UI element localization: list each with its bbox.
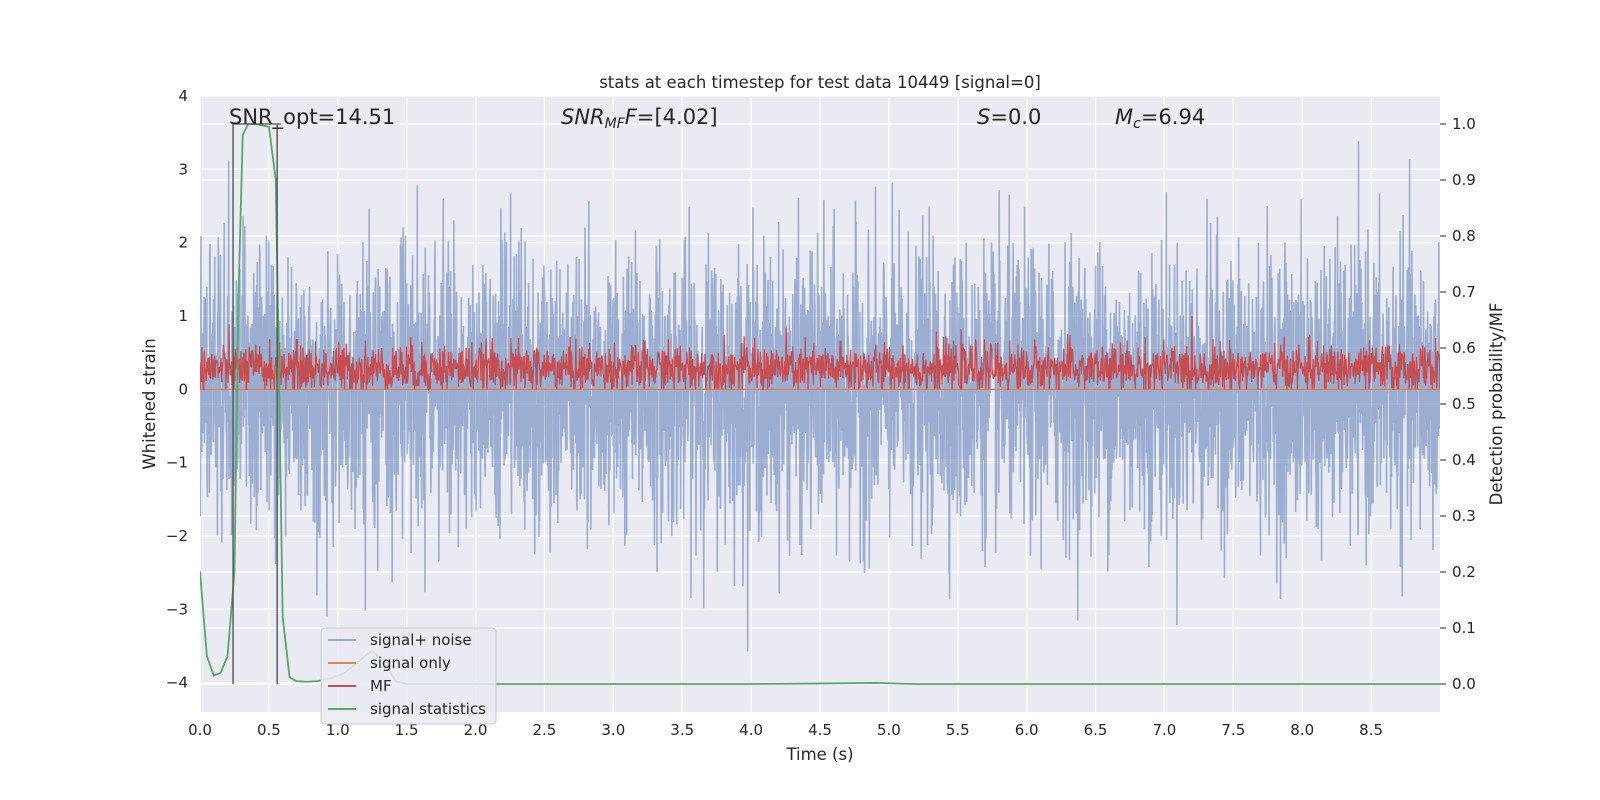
right-y-axis-label: Detection probability/MF (1487, 303, 1506, 506)
annotation-mc: Mc=6.94 (1115, 105, 1205, 132)
legend-label-signal-statistics: signal statistics (370, 700, 486, 718)
annotation-mc-value: =6.94 (1141, 105, 1205, 129)
x-tick-label: 3.5 (670, 721, 694, 739)
annotation-snr-mf-value: =[4.02] (637, 105, 718, 129)
annotation-mc-sub: c (1133, 116, 1141, 132)
legend-label-signal-only: signal only (370, 654, 451, 672)
right-y-tick-label: 0.7 (1452, 283, 1476, 301)
x-tick-label: 6.5 (1084, 721, 1108, 739)
left-y-tick-label: −1 (166, 454, 188, 472)
x-tick-label: 2.5 (533, 721, 557, 739)
right-y-tick-label: 0.4 (1452, 451, 1476, 469)
left-y-tick-label: −3 (166, 600, 188, 618)
x-axis-ticks: 0.0 0.5 1.0 1.5 2.0 2.5 3.0 3.5 4.0 4.5 5.0 5.5 6.0 6… (188, 721, 1383, 739)
annotation-snr-mf-f: F (625, 105, 638, 129)
legend-label-mf: MF (370, 677, 392, 695)
detection-markers (232, 123, 282, 684)
right-y-tick-label: 0.6 (1452, 339, 1476, 357)
series-signal-statistics (200, 123, 1440, 685)
x-tick-label: 0.5 (257, 721, 281, 739)
x-tick-label: 1.5 (395, 721, 419, 739)
left-y-axis-ticks: 4 3 2 1 0 −1 −2 −3 −4 (166, 87, 188, 692)
annotation-snr-mf-sub: MF (605, 116, 626, 132)
left-y-tick-label: 2 (178, 234, 188, 252)
x-tick-label: 3.0 (601, 721, 625, 739)
series-mf (200, 315, 1440, 392)
right-y-tick-label: 0.2 (1452, 563, 1476, 581)
right-y-tick-label: 0.0 (1452, 675, 1476, 693)
legend-box (320, 627, 497, 725)
x-tick-label: 7.0 (1153, 721, 1177, 739)
x-tick-label: 7.5 (1221, 721, 1245, 739)
chart-title: stats at each timestep for test data 104… (599, 73, 1041, 92)
x-tick-label: 6.0 (1015, 721, 1039, 739)
annotation-snr-mf-main: SNR (561, 105, 605, 129)
annotation-snr-opt: SNR_opt=14.51 (229, 105, 395, 130)
right-y-tick-label: 0.3 (1452, 507, 1476, 525)
annotation-snr-mf: SNRMFF=[4.02] (561, 105, 718, 132)
right-y-tick-label: 0.9 (1452, 171, 1476, 189)
left-y-axis-label: Whitened strain (140, 338, 159, 469)
series-signal-plus-noise (200, 141, 1440, 652)
right-y-tick-label: 0.8 (1452, 227, 1476, 245)
left-y-tick-label: −4 (166, 674, 188, 692)
x-tick-label: 8.0 (1290, 721, 1314, 739)
x-tick-label: 1.0 (326, 721, 350, 739)
annotation-s: S=0.0 (977, 105, 1041, 129)
right-y-tick-label: 0.1 (1452, 619, 1476, 637)
left-y-tick-label: −2 (166, 527, 188, 545)
x-tick-label: 4.5 (808, 721, 832, 739)
annotation-mc-main: M (1115, 105, 1133, 129)
x-tick-label: 0.0 (188, 721, 212, 739)
annotation-s-value: =0.0 (990, 105, 1041, 129)
x-tick-label: 2.0 (464, 721, 488, 739)
left-y-tick-label: 3 (178, 160, 188, 178)
legend: signal+ noise signal only MF signal stat… (320, 627, 497, 725)
right-y-tick-label: 0.5 (1452, 395, 1476, 413)
annotation-s-main: S (977, 105, 990, 129)
right-y-axis-ticks: 1.0 0.9 0.8 0.7 0.6 0.5 0.4 0.3 0.2 0.1 0.0 (1440, 115, 1476, 693)
x-axis-label: Time (s) (785, 745, 853, 764)
x-tick-label: 8.5 (1359, 721, 1383, 739)
left-y-tick-label: 1 (178, 307, 188, 325)
left-y-tick-label: 0 (178, 380, 188, 398)
left-y-tick-label: 4 (178, 87, 188, 105)
legend-label-signal-plus-noise: signal+ noise (370, 631, 472, 649)
x-tick-label: 4.0 (739, 721, 763, 739)
x-tick-label: 5.5 (946, 721, 970, 739)
x-tick-label: 5.0 (877, 721, 901, 739)
right-y-tick-label: 1.0 (1452, 115, 1476, 133)
